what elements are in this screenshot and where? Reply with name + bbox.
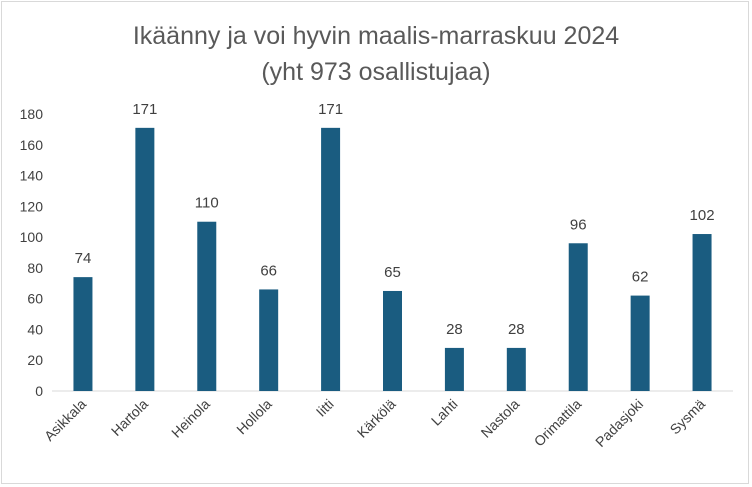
y-tick-label: 100 — [20, 229, 44, 245]
x-tick-label: Iitti — [313, 396, 337, 420]
x-tick-label: Orimattila — [531, 396, 585, 450]
y-tick-label: 0 — [35, 383, 43, 399]
bar — [692, 234, 712, 391]
x-tick-label: Sysmä — [667, 396, 709, 438]
x-tick-label: Lahti — [428, 396, 461, 429]
data-label: 110 — [195, 195, 219, 212]
data-label: 66 — [260, 262, 277, 279]
data-label: 62 — [632, 269, 649, 286]
data-label: 28 — [508, 321, 525, 338]
data-label: 171 — [132, 101, 157, 118]
data-label: 96 — [570, 216, 587, 233]
bar — [73, 277, 93, 391]
bar — [321, 127, 341, 391]
x-tick-label: Kärkölä — [354, 396, 399, 441]
data-label: 102 — [690, 207, 715, 224]
data-label: 65 — [384, 264, 401, 281]
x-tick-label: Nastola — [478, 396, 523, 441]
y-tick-label: 140 — [20, 168, 44, 184]
chart-title: Ikäänny ja voi hyvin maalis-marraskuu 20… — [132, 22, 620, 50]
y-tick-label: 40 — [27, 321, 43, 337]
bar — [506, 347, 526, 391]
bar — [444, 347, 464, 391]
data-label: 28 — [446, 321, 463, 338]
bar — [383, 290, 402, 391]
y-tick-label: 160 — [20, 137, 44, 153]
bar — [259, 289, 279, 391]
y-tick-label: 120 — [20, 198, 44, 214]
x-tick-label: Asikkala — [41, 396, 89, 444]
bar — [568, 243, 588, 391]
x-tick-label: Padasjoki — [592, 396, 646, 450]
data-label: 171 — [318, 101, 343, 118]
x-tick-label: Hartola — [108, 396, 151, 439]
y-tick-label: 180 — [20, 106, 44, 122]
y-tick-label: 60 — [27, 291, 43, 307]
bar — [135, 127, 155, 391]
x-tick-label: Heinola — [168, 396, 213, 441]
y-tick-label: 80 — [27, 260, 43, 276]
y-tick-label: 20 — [27, 352, 43, 368]
bar — [197, 221, 217, 391]
bar — [630, 295, 650, 391]
x-tick-label: Hollola — [233, 396, 275, 438]
chart-subtitle: (yht 973 osallistujaa) — [261, 58, 491, 86]
data-label: 74 — [75, 250, 92, 267]
